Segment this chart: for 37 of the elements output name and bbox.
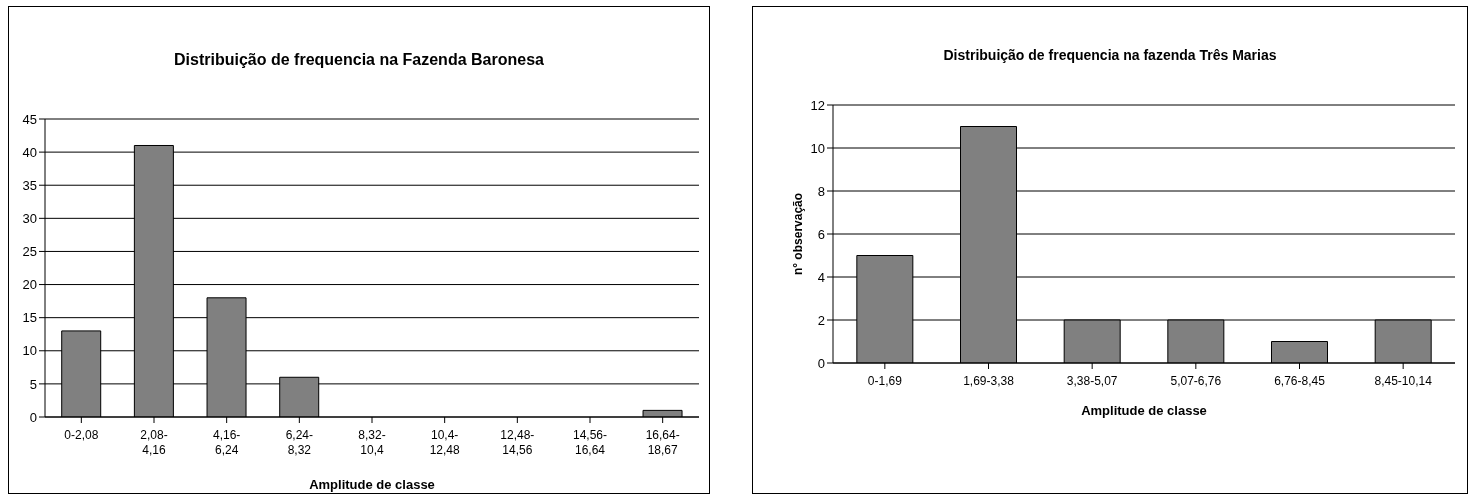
y-tick-label: 5 [29,376,37,392]
y-tick-label: 10 [810,140,825,156]
x-tick-label: 4,16-6,24 [212,428,241,457]
y-tick-label: 15 [22,310,37,326]
chart-title: Distribuição de frequencia na Fazenda Baronesa [173,51,545,69]
x-tick-label: 6,24-8,32 [285,428,314,457]
y-tick-label: 10 [22,343,37,359]
y-tick-label: 40 [22,144,37,160]
x-tick-label: 12,48-14,56 [500,428,535,457]
x-tick-label: 8,45-10,14 [1374,374,1433,388]
x-tick-label: 0-2,08 [64,428,99,442]
y-tick-label: 45 [22,111,37,127]
x-tick-label: 0-1,69 [867,374,903,388]
x-tick-label: 5,07-6,76 [1170,374,1222,388]
y-tick-label: 4 [817,269,825,285]
y-axis-title: n° observação [791,192,806,276]
x-tick-label: 6,76-8,45 [1274,374,1326,388]
y-tick-label: 12 [810,97,825,113]
x-tick-label: 1,69-3,38 [963,374,1015,388]
x-tick-label: 3,38-5,07 [1066,374,1118,388]
y-tick-label: 0 [817,355,825,371]
y-tick-label: 25 [22,244,37,260]
y-tick-label: 20 [22,277,37,293]
x-tick-label: 14,56-16,64 [572,428,608,457]
x-tick-label: 16,64-18,67 [645,428,680,457]
x-axis-title: Amplitude de classe [309,477,435,492]
x-axis-title: Amplitude de classe [1081,403,1207,418]
y-tick-label: 30 [22,210,37,226]
x-tick-label: 8,32-10,4 [358,428,386,457]
y-tick-label: 35 [22,177,37,193]
y-tick-label: 0 [29,409,37,425]
x-tick-label: 2,08-4,16 [140,428,168,457]
x-tick-label: 10,4-12,48 [429,428,461,457]
chart-title: Distribuição de frequencia na fazenda Três Marias [942,47,1278,63]
y-tick-label: 2 [817,312,825,328]
y-tick-label: 8 [817,183,825,199]
y-tick-label: 6 [817,226,825,242]
